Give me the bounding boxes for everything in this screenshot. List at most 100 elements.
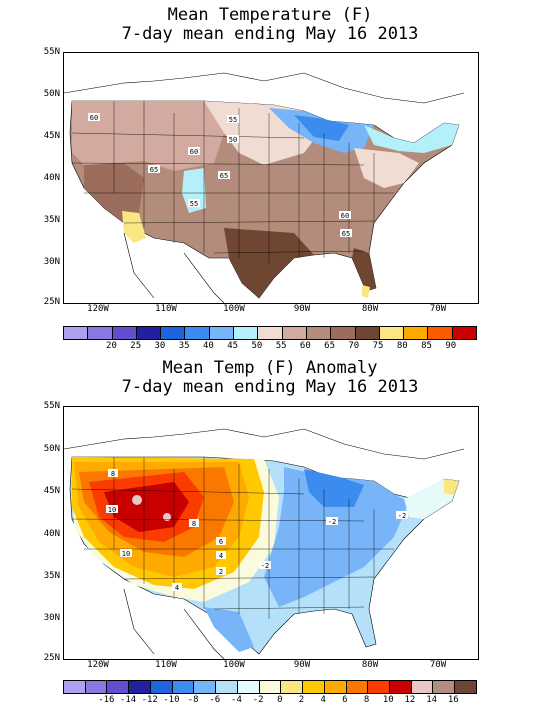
panel2-title-line1: Mean Temp (F) Anomaly [162,358,378,378]
contour-label: 2 [219,568,223,576]
lat-label: 55N [43,401,60,411]
colorbar-label: 65 [324,341,335,351]
mexico-coast [123,588,225,659]
region-60-ne [354,148,419,188]
colorbar-swatch [64,681,86,693]
panel2-map-svg: 8 10 10 8 6 4 2 -2 -2 -2 4 [64,428,465,659]
colorbar-label: -10 [163,695,180,705]
colorbar-label: 40 [202,341,214,351]
colorbar-swatch [379,327,405,339]
colorbar-label: 12 [404,695,416,705]
region-60 [72,101,224,171]
coastline [64,428,465,460]
lon-label: 100W [223,660,245,670]
colorbar-swatch [303,681,325,693]
colorbar-label: -12 [141,695,158,705]
region-80-az [122,211,146,243]
colorbar-label: 60 [299,341,311,351]
colorbar-label: 75 [372,341,384,351]
region-75-fl [352,248,376,291]
colorbar-label: 70 [348,341,360,351]
mexico-coast [123,232,225,303]
lon-label: 120W [87,660,109,670]
contour-label: 6 [219,538,223,546]
colorbar-swatch [209,327,235,339]
lon-label: 110W [155,660,177,670]
colorbar-label: 14 [426,695,438,705]
region-warm-maine [444,479,459,495]
contour-label: 4 [175,584,179,592]
lat-label: 50N [43,89,60,99]
contour-label: 65 [342,230,350,238]
contour-label: -2 [328,518,336,526]
panel1-map-svg: 60 55 50 60 65 65 55 60 65 [64,72,465,303]
colorbar-label: -8 [187,695,199,705]
colorbar-label: 45 [227,341,239,351]
contour-labels: 8 10 10 8 6 4 2 -2 -2 -2 4 [106,469,408,592]
panel1-map: 60 55 50 60 65 65 55 60 65 [63,52,479,304]
colorbar-swatch [282,327,307,339]
coastline [64,72,465,104]
lon-label: 80W [361,304,379,314]
colorbar-swatch [404,327,429,339]
contour-labels: 60 55 50 60 65 65 55 60 65 [88,113,352,238]
lat-label: 35N [43,571,60,581]
colorbar-swatch [136,327,162,339]
colorbar-label: 2 [298,695,305,705]
colorbar-label: 20 [106,341,117,351]
contour-label: 4 [219,552,223,560]
colorbar-swatch [324,681,347,693]
colorbar-label: 80 [396,341,408,351]
lat-label: 40N [43,529,60,539]
lon-label: 90W [293,304,311,314]
colorbar-swatch [455,681,476,693]
panel2-map: 8 10 10 8 6 4 2 -2 -2 -2 4 [63,406,479,660]
colorbar-label: 90 [445,341,457,351]
colorbar-label: -14 [119,695,137,705]
lon-label: 90W [293,660,311,670]
lon-label: 120W [87,304,109,314]
panel2-title-line2: 7-day mean ending May 16 2013 [121,377,419,397]
lon-label: 100W [223,304,245,314]
colorbar-swatch [346,681,369,693]
colorbar-swatch [331,327,356,339]
lat-label: 35N [43,215,60,225]
colorbar-label: 6 [342,695,348,705]
colorbar-label: 30 [154,341,166,351]
lon-label: 80W [361,660,379,670]
colorbar-label: -6 [209,695,221,705]
colorbar-swatch [185,327,210,339]
region-cool-lakes-dark [294,115,349,141]
colorbar-swatch [194,681,217,693]
colorbar-swatch [237,681,260,693]
colorbar-label: -4 [231,695,242,705]
colorbar-swatch [172,681,195,693]
colorbar-swatch [85,681,108,693]
region-cool-minus4 [304,469,364,507]
colorbar-label: 16 [447,695,459,705]
colorbar-label: 0 [277,695,283,705]
region-cool-ne [364,123,459,153]
colorbar-swatch [428,327,453,339]
panel2-colorbar [63,680,477,694]
colorbar-swatch [433,681,456,693]
contour-label: 8 [111,470,115,478]
region-cool-minus2 [264,467,409,607]
colorbar-label: 8 [363,695,370,705]
lat-label: 45N [43,486,60,496]
state-lines [71,101,394,263]
colorbar-swatch [259,681,282,693]
colorbar-label: 85 [421,341,432,351]
contour-label: -2 [398,512,406,520]
colorbar-label: 10 [382,695,394,705]
lat-label: 30N [43,257,60,267]
colorbar-swatch [411,681,434,693]
lat-label: 25N [43,297,60,307]
contour-label: 65 [220,172,228,180]
colorbar-swatch [234,327,259,339]
lat-label: 50N [43,444,60,454]
panel1-title-line1: Mean Temperature (F) [167,5,373,25]
colorbar-swatch [129,681,151,693]
colorbar-label: -16 [98,695,115,705]
lat-label: 45N [43,131,60,141]
